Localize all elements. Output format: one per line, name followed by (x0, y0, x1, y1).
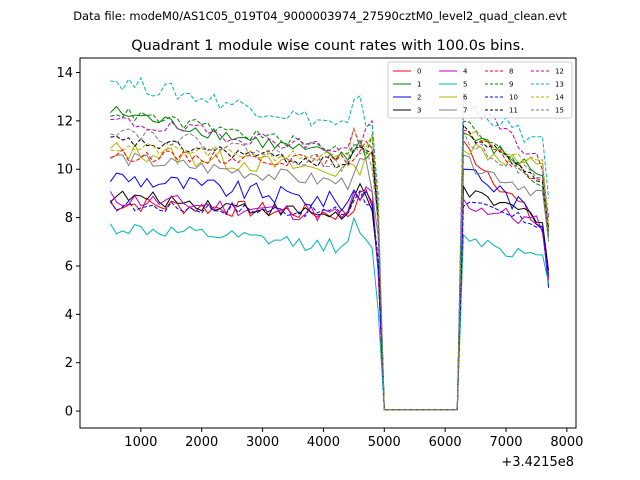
y-tick-label: 10 (56, 163, 73, 178)
legend-label-3: 3 (417, 107, 421, 115)
x-tick-label: 1000 (124, 435, 157, 450)
x-tick-label: 8000 (550, 435, 583, 450)
y-tick-label: 8 (65, 211, 73, 226)
legend-label-12: 12 (555, 68, 564, 76)
x-tick-label: 3000 (246, 435, 279, 450)
suptitle: Data file: modeM0/AS1C05_019T04_90000039… (73, 9, 567, 23)
plot-frame (79, 57, 577, 429)
legend-label-7: 7 (463, 107, 467, 115)
series-line-4 (109, 186, 550, 411)
x-tick-label: 5000 (368, 435, 401, 450)
chart-title: Quadrant 1 module wise count rates with … (131, 38, 525, 54)
y-tick-label: 6 (65, 259, 73, 274)
legend-label-4: 4 (463, 68, 468, 76)
series-line-15 (110, 128, 550, 411)
series-line-3 (110, 182, 550, 411)
y-tick-label: 4 (65, 308, 73, 323)
series-line-14 (110, 126, 550, 411)
series-line-6 (110, 142, 550, 411)
series-line-8 (110, 129, 550, 411)
legend-label-5: 5 (463, 81, 467, 89)
series-line-2 (109, 168, 550, 411)
x-tick-label: 7000 (489, 435, 522, 450)
axis-layer: 1000 2000 3000 4000 5000 6000 7000 800002468101… (56, 66, 583, 450)
legend-label-1: 1 (417, 81, 421, 89)
legend-box (387, 61, 573, 119)
legend-label-15: 15 (555, 107, 564, 115)
legend-label-9: 9 (509, 81, 513, 89)
legend-label-13: 13 (555, 81, 564, 89)
y-tick-label: 2 (65, 356, 73, 371)
series-line-11 (110, 123, 550, 411)
series-layer (109, 76, 550, 411)
y-tick-label: 0 (65, 405, 73, 420)
y-tick-label: 14 (56, 66, 73, 81)
legend-label-10: 10 (509, 94, 518, 102)
x-tick-label: 4000 (307, 435, 340, 450)
series-line-12 (110, 92, 550, 411)
series-line-1 (110, 105, 550, 411)
y-tick-label: 12 (56, 114, 73, 129)
x-tick-label: 6000 (429, 435, 462, 450)
legend-label-2: 2 (417, 94, 421, 102)
legend-label-8: 8 (509, 68, 513, 76)
legend-label-14: 14 (555, 94, 564, 102)
legend-label-0: 0 (417, 68, 421, 76)
legend-label-6: 6 (463, 94, 468, 102)
x-tick-label: 2000 (185, 435, 218, 450)
x-offset-label: +3.4215e8 (501, 455, 574, 470)
series-line-10 (109, 189, 550, 411)
series-line-5 (109, 216, 550, 411)
series-line-9 (110, 107, 550, 411)
legend-label-11: 11 (509, 107, 518, 115)
series-line-7 (110, 152, 550, 411)
series-line-13 (110, 76, 550, 411)
